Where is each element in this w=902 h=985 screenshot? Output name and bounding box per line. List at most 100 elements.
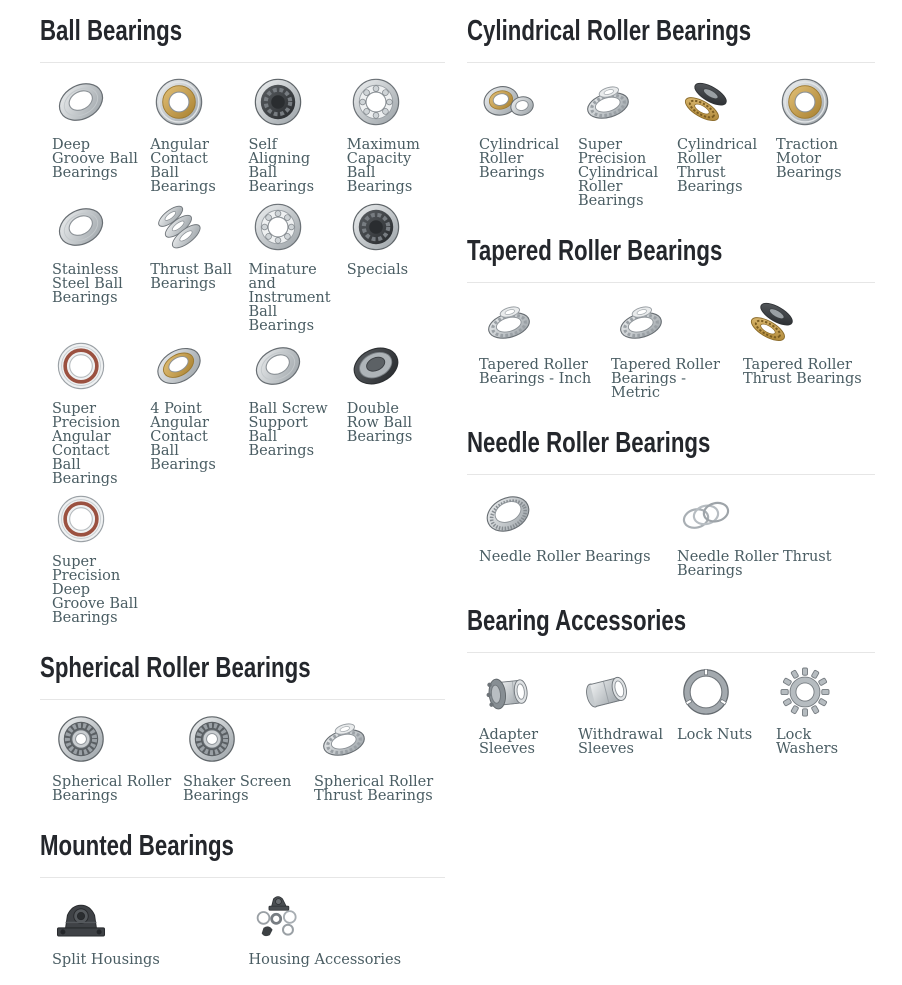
item-label[interactable]: Ball Screw Support Ball Bearings <box>248 401 328 459</box>
tapered-bearing-icon[interactable] <box>611 293 669 351</box>
shielded-bearing-icon[interactable] <box>347 337 405 395</box>
item-shaker-screen-bearings[interactable]: Shaker Screen Bearings <box>183 710 314 803</box>
tapered-bearing-icon[interactable] <box>314 710 372 768</box>
tilted-bearing-icon[interactable] <box>52 198 110 256</box>
item-super-precision-angular-contact-ball-bearings[interactable]: Super Precision Angular Contact Ball Bea… <box>52 337 150 486</box>
item-maximum-capacity-ball-bearings[interactable]: Maximum Capacity Ball Bearings <box>347 73 445 194</box>
spherical-bearing-icon[interactable] <box>52 710 110 768</box>
item-stainless-steel-ball-bearings[interactable]: Stainless Steel Ball Bearings <box>52 198 150 305</box>
item-tapered-roller-thrust-bearings[interactable]: Tapered Roller Thrust Bearings <box>743 293 875 386</box>
spherical-bearing-icon[interactable] <box>183 710 241 768</box>
item-thrust-ball-bearings[interactable]: Thrust Ball Bearings <box>150 198 248 291</box>
tapered-bearing-icon[interactable] <box>578 73 636 131</box>
spherical-roller-bearings-grid: Spherical Roller Bearings Shaker Screen … <box>40 710 445 803</box>
item-label[interactable]: Spherical Roller Thrust Bearings <box>314 774 434 804</box>
brass-cage-bearing-icon[interactable] <box>776 73 834 131</box>
item-label[interactable]: Needle Roller Bearings <box>479 549 651 565</box>
needle-bearing-icon[interactable] <box>479 485 537 543</box>
item-label[interactable]: Self Aligning Ball Bearings <box>248 137 315 195</box>
left-column: Ball Bearings Deep Groove Ball Bearings … <box>40 4 445 967</box>
item-withdrawal-sleeves[interactable]: Withdrawal Sleeves <box>578 663 677 756</box>
item-label[interactable]: Withdrawal Sleeves <box>578 727 664 757</box>
item-cylindrical-roller-bearings[interactable]: Cylindrical Roller Bearings <box>479 73 578 180</box>
item-self-aligning-ball-bearings[interactable]: Self Aligning Ball Bearings <box>249 73 347 194</box>
item-tapered-roller-bearings-inch[interactable]: Tapered Roller Bearings - Inch <box>479 293 611 386</box>
item-label[interactable]: Spherical Roller Bearings <box>52 774 172 804</box>
open-ball-bearing-icon[interactable] <box>249 198 307 256</box>
sleeve-icon[interactable] <box>578 663 636 721</box>
section-spherical-roller-bearings: Spherical Roller Bearings Spherical Roll… <box>40 651 445 803</box>
item-label[interactable]: Needle Roller Thrust Bearings <box>677 549 832 579</box>
item-spherical-roller-thrust-bearings[interactable]: Spherical Roller Thrust Bearings <box>314 710 445 803</box>
precision-bearing-icon[interactable] <box>52 490 110 548</box>
item-label[interactable]: 4 Point Angular Contact Ball Bearings <box>150 401 216 473</box>
item-4-point-angular-contact-ball-bearings[interactable]: 4 Point Angular Contact Ball Bearings <box>150 337 248 472</box>
item-specials[interactable]: Specials <box>347 198 445 277</box>
tilted-bearing-icon[interactable] <box>52 73 110 131</box>
item-cylindrical-roller-thrust-bearings[interactable]: Cylindrical Roller Thrust Bearings <box>677 73 776 194</box>
item-label[interactable]: Super Precision Deep Groove Ball Bearing… <box>52 554 138 626</box>
item-traction-motor-bearings[interactable]: Traction Motor Bearings <box>776 73 875 180</box>
needle-roller-bearings-grid: Needle Roller Bearings Needle Roller Thr… <box>467 485 875 578</box>
brass-cage-bearing-icon[interactable] <box>150 73 208 131</box>
item-housing-accessories[interactable]: Housing Accessories <box>249 888 446 967</box>
item-label[interactable]: Tapered Roller Thrust Bearings <box>743 357 862 387</box>
item-label[interactable]: Stainless Steel Ball Bearings <box>52 262 123 306</box>
adapter-sleeve-icon[interactable] <box>479 663 537 721</box>
thrust-washers-icon[interactable] <box>677 485 735 543</box>
item-ball-screw-support-ball-bearings[interactable]: Ball Screw Support Ball Bearings <box>249 337 347 458</box>
item-angular-contact-ball-bearings[interactable]: Angular Contact Ball Bearings <box>150 73 248 194</box>
lock-washer-icon[interactable] <box>776 663 834 721</box>
tapered-bearing-icon[interactable] <box>479 293 537 351</box>
item-minature-and-instrument-ball-bearings[interactable]: Minature and Instrument Ball Bearings <box>249 198 347 333</box>
item-label[interactable]: Maximum Capacity Ball Bearings <box>346 137 420 195</box>
item-label[interactable]: Shaker Screen Bearings <box>183 774 292 804</box>
item-needle-roller-bearings[interactable]: Needle Roller Bearings <box>479 485 677 564</box>
thrust-bearing-icon[interactable] <box>677 73 735 131</box>
item-label[interactable]: Super Precision Angular Contact Ball Bea… <box>52 401 121 487</box>
open-ball-bearing-icon[interactable] <box>347 73 405 131</box>
item-double-row-ball-bearings[interactable]: Double Row Ball Bearings <box>347 337 445 444</box>
item-label[interactable]: Lock Washers <box>776 727 839 757</box>
item-adapter-sleeves[interactable]: Adapter Sleeves <box>479 663 578 756</box>
item-tapered-roller-bearings-metric[interactable]: Tapered Roller Bearings - Metric <box>611 293 743 400</box>
item-super-precision-deep-groove-ball-bearings[interactable]: Super Precision Deep Groove Ball Bearing… <box>52 490 150 625</box>
item-label[interactable]: Tapered Roller Bearings - Metric <box>611 357 720 401</box>
item-label[interactable]: Lock Nuts <box>677 727 753 743</box>
item-label[interactable]: Specials <box>346 262 409 278</box>
item-lock-washers[interactable]: Lock Washers <box>776 663 875 756</box>
bearing-pair-icon[interactable] <box>479 73 537 131</box>
section-divider <box>467 474 875 475</box>
item-label[interactable]: Minature and Instrument Ball Bearings <box>248 262 331 334</box>
item-needle-roller-thrust-bearings[interactable]: Needle Roller Thrust Bearings <box>677 485 875 578</box>
item-split-housings[interactable]: Split Housings <box>52 888 249 967</box>
housing-parts-icon[interactable] <box>249 888 307 946</box>
sealed-bearing-icon[interactable] <box>347 198 405 256</box>
tilted-bearing-icon[interactable] <box>249 337 307 395</box>
item-lock-nuts[interactable]: Lock Nuts <box>677 663 776 742</box>
precision-bearing-icon[interactable] <box>52 337 110 395</box>
item-deep-groove-ball-bearings[interactable]: Deep Groove Ball Bearings <box>52 73 150 180</box>
brass-tilted-bearing-icon[interactable] <box>150 337 208 395</box>
lock-nut-icon[interactable] <box>677 663 735 721</box>
item-label[interactable]: Adapter Sleeves <box>479 727 539 757</box>
pillow-block-icon[interactable] <box>52 888 110 946</box>
item-label[interactable]: Split Housings <box>52 952 160 968</box>
item-label[interactable]: Housing Accessories <box>248 952 402 968</box>
item-label[interactable]: Thrust Ball Bearings <box>150 262 232 292</box>
section-bearing-accessories: Bearing Accessories Adapter Sleeves With… <box>467 604 875 756</box>
sealed-bearing-icon[interactable] <box>249 73 307 131</box>
section-tapered-roller-bearings: Tapered Roller Bearings Tapered Roller B… <box>467 234 875 400</box>
item-label[interactable]: Cylindrical Roller Thrust Bearings <box>677 137 758 195</box>
item-label[interactable]: Traction Motor Bearings <box>776 137 842 181</box>
item-label[interactable]: Tapered Roller Bearings - Inch <box>479 357 592 387</box>
item-label[interactable]: Super Precision Cylindrical Roller Beari… <box>578 137 659 209</box>
thrust-washer-stack-icon[interactable] <box>150 198 208 256</box>
item-spherical-roller-bearings[interactable]: Spherical Roller Bearings <box>52 710 183 803</box>
item-label[interactable]: Double Row Ball Bearings <box>346 401 413 445</box>
item-super-precision-cylindrical-roller-bearings[interactable]: Super Precision Cylindrical Roller Beari… <box>578 73 677 208</box>
item-label[interactable]: Angular Contact Ball Bearings <box>150 137 216 195</box>
item-label[interactable]: Cylindrical Roller Bearings <box>479 137 560 181</box>
item-label[interactable]: Deep Groove Ball Bearings <box>52 137 138 181</box>
thrust-bearing-icon[interactable] <box>743 293 801 351</box>
